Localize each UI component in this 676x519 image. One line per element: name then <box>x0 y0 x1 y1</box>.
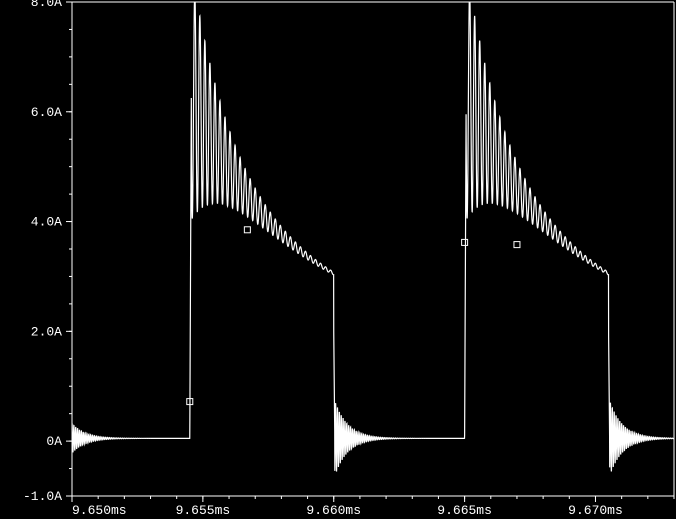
y-tick-label: 8.0A <box>31 0 62 10</box>
y-tick-label: 6.0A <box>31 105 62 120</box>
x-tick-label: 9.655ms <box>176 503 231 518</box>
y-tick-label: 4.0A <box>31 215 62 230</box>
x-tick-label: 9.650ms <box>72 503 127 518</box>
scope-svg: -1.0A 0A 2.0A 4.0A 6.0A 8.0A 9.650ms 9.655ms 9.6… <box>0 0 676 519</box>
x-tick-label: 9.660ms <box>306 503 361 518</box>
y-tick-label: 2.0A <box>31 324 62 339</box>
x-tick-label: 9.665ms <box>437 503 492 518</box>
y-tick-label: 0A <box>46 434 62 449</box>
oscilloscope-plot: { "chart": { "type": "line", "width": 67… <box>0 0 676 519</box>
x-tick-label: 9.670ms <box>568 503 623 518</box>
y-tick-label: -1.0A <box>23 489 62 504</box>
